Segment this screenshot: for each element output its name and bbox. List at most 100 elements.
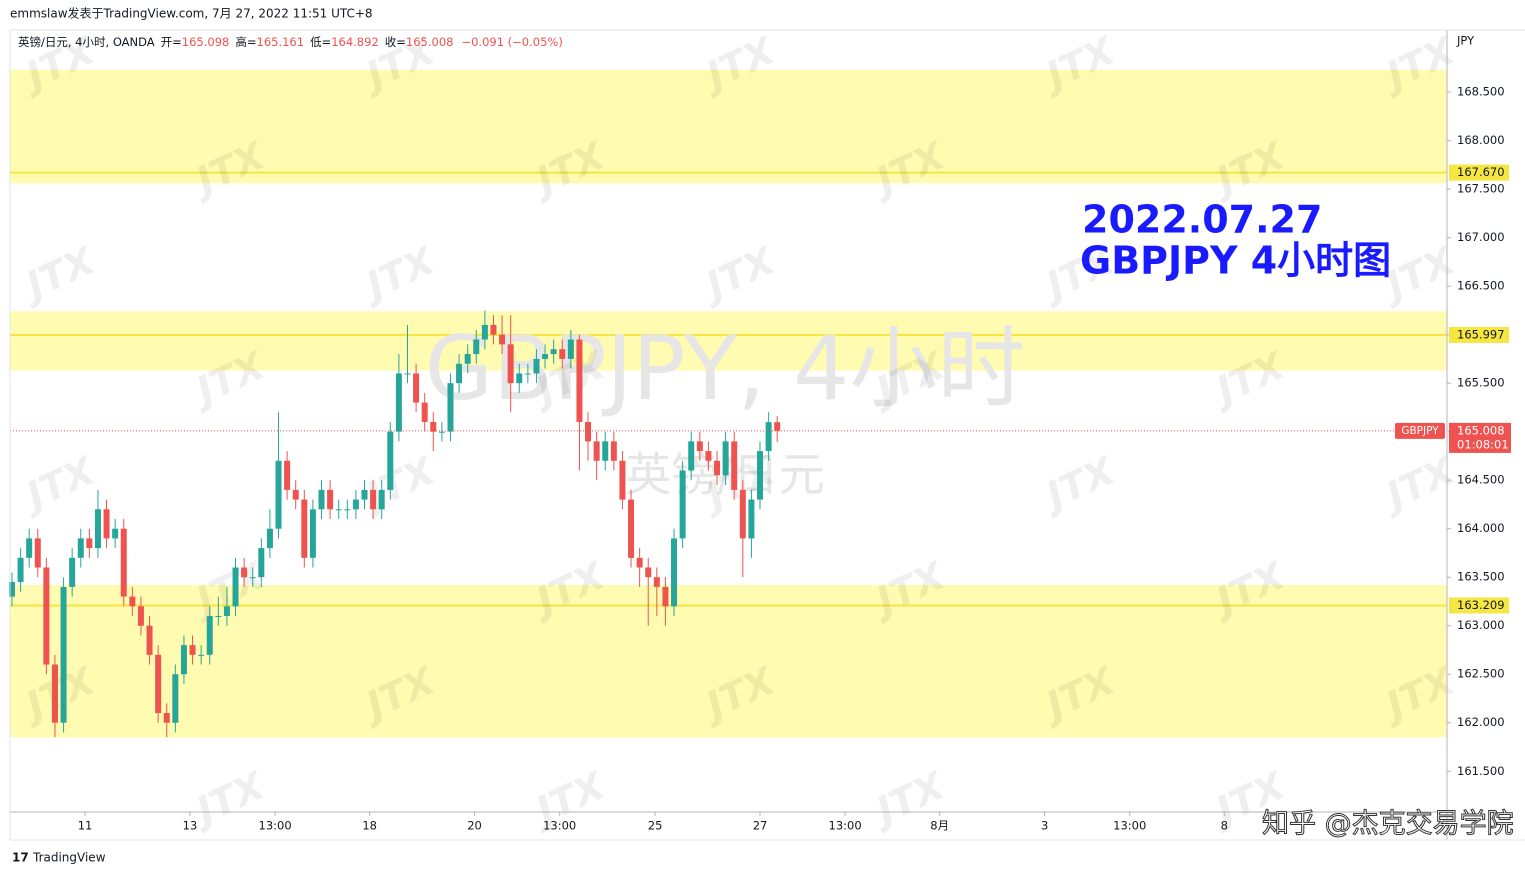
candle-body [60,586,67,723]
candle-body [722,441,729,476]
candle-body [112,528,119,539]
candle-body [464,354,471,364]
candle-body [688,441,695,471]
candle-body [731,441,738,490]
candle-body [567,339,574,359]
x-tick-label: 11 [78,819,93,833]
candle-body [215,616,222,618]
x-tick-label: 8月 [930,819,949,833]
candle-body [241,567,248,578]
x-tick-label: 13 [183,819,198,833]
x-tick-label: 13:00 [543,819,576,833]
candle-body [370,489,377,510]
level-tag [1449,597,1509,614]
legend-low-label: 低= [310,35,331,49]
last-price-tag [1449,422,1511,453]
candle-body [447,383,454,432]
x-tick-label: 25 [648,819,663,833]
annotation-title: GBPJPY 4小时图 [1080,239,1391,283]
candle-body [748,499,755,539]
candle-body [26,538,33,558]
logo: TradingView [32,851,106,865]
legend-open-label: 开= [161,35,182,49]
zone [10,584,1447,738]
candle-body [516,373,523,384]
x-tick-label: 13:00 [829,819,862,833]
credit: 知乎 @杰克交易学院 [1262,809,1514,840]
candle-body [94,509,101,549]
y-tick-label: 168.000 [1457,133,1505,147]
y-tick-label: 165.500 [1457,376,1505,390]
candle-body [137,606,144,626]
legend-high: 165.161 [257,35,305,49]
y-unit: JPY [1456,34,1475,48]
annotation-date: 2022.07.27 [1082,198,1322,242]
candle-body [774,422,781,431]
candle-body [413,373,420,403]
x-tick-label: 18 [362,819,377,833]
legend-high-label: 高= [235,35,256,49]
zone [10,311,1447,371]
candle-body [705,451,712,461]
level-label: 167.670 [1457,165,1505,179]
candle-body [223,606,230,617]
candle-body [645,567,652,578]
candle-body [542,354,549,359]
candle-body [473,339,480,355]
candle-body [765,422,772,452]
candle-body [593,441,600,461]
y-tick-label: 167.500 [1457,182,1505,196]
candle-body [344,509,351,511]
candle-body [524,373,531,375]
candle-body [163,713,170,723]
candle-body [275,460,282,529]
candle-body [86,538,93,549]
candle-body [258,548,265,578]
candle-body [430,421,437,432]
candle-body [129,596,136,607]
symbol-tag: GBPJPY [1401,425,1439,437]
y-tick-label: 168.500 [1457,85,1505,99]
logo-mark: 17 [12,851,29,865]
x-tick-label: 13:00 [259,819,292,833]
candle-body [653,577,660,587]
y-tick-label: 163.000 [1457,618,1505,632]
candle-body [559,349,566,359]
y-tick-label: 164.500 [1457,473,1505,487]
candle-body [43,567,50,665]
candle-body [172,674,179,723]
candle-body [490,324,497,335]
candle-body [120,528,127,597]
legend-symbol: 英镑/日元, 4小时, OANDA [18,35,155,49]
candle-body [189,645,196,655]
candle-body [77,538,84,558]
candle-body [628,499,635,558]
candle-body [249,577,256,579]
candle-body [34,538,41,568]
zone [10,69,1447,184]
candle-body [550,349,557,355]
candle-body [232,567,239,607]
candle-body [585,421,592,442]
candle-body [155,654,162,714]
candle-body [51,664,58,723]
candle-body [309,509,316,558]
candle-body [499,334,506,345]
candle-body [404,373,411,375]
candle-body [438,431,445,433]
y-tick-label: 164.000 [1457,521,1505,535]
header: emmslaw发表于TradingView.com, 7月 27, 2022 1… [10,6,373,21]
candle-body [636,557,643,568]
y-tick-label: 162.500 [1457,667,1505,681]
candle-body [662,586,669,607]
legend-low: 164.892 [331,35,379,49]
x-tick-label: 8 [1221,819,1228,833]
candle-body [146,625,153,655]
candle-body [103,509,110,539]
candle-body [387,431,394,490]
zones [10,69,1447,738]
candle-body [679,470,686,539]
candle-body [533,358,540,374]
legend-close: 165.008 [406,35,454,49]
